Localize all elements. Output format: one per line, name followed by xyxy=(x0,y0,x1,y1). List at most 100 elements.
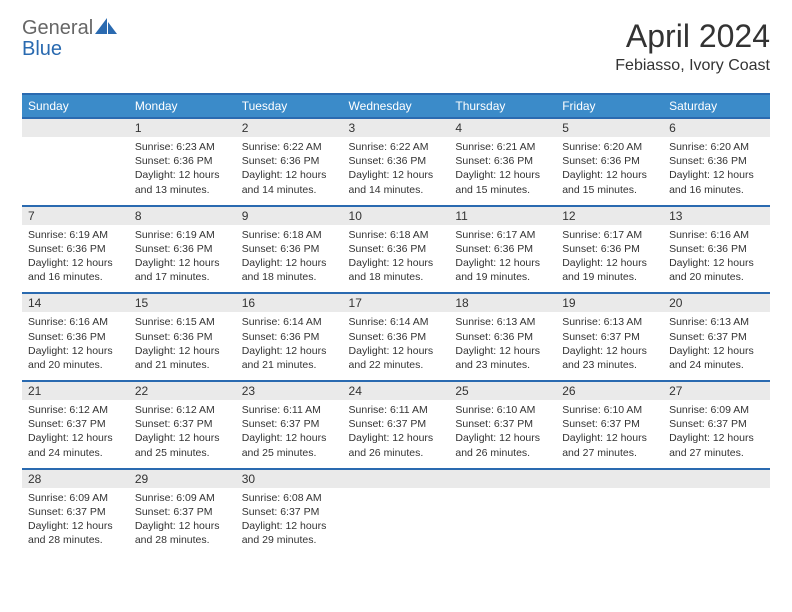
sunrise-line: Sunrise: 6:15 AM xyxy=(135,316,215,328)
sunset-line: Sunset: 6:36 PM xyxy=(562,155,640,167)
day-number-cell: 28 xyxy=(22,469,129,488)
logo-text-blue: Blue xyxy=(22,38,62,60)
location-label: Febiasso, Ivory Coast xyxy=(615,57,770,75)
day-detail-cell: Sunrise: 6:17 AMSunset: 6:36 PMDaylight:… xyxy=(556,225,663,294)
daylight-line: Daylight: 12 hours and 29 minutes. xyxy=(242,520,327,546)
day-detail-cell: Sunrise: 6:22 AMSunset: 6:36 PMDaylight:… xyxy=(236,137,343,206)
sunrise-line: Sunrise: 6:13 AM xyxy=(455,316,535,328)
daylight-line: Daylight: 12 hours and 27 minutes. xyxy=(669,432,754,458)
day-number-cell: 24 xyxy=(343,381,450,400)
day-number-cell: 1 xyxy=(129,118,236,137)
weekday-header: Wednesday xyxy=(343,94,450,118)
weekday-header: Thursday xyxy=(449,94,556,118)
sunset-line: Sunset: 6:36 PM xyxy=(455,331,533,343)
sunset-line: Sunset: 6:36 PM xyxy=(455,155,533,167)
weekday-header: Friday xyxy=(556,94,663,118)
sunrise-line: Sunrise: 6:10 AM xyxy=(562,404,642,416)
weekday-header: Sunday xyxy=(22,94,129,118)
sunset-line: Sunset: 6:36 PM xyxy=(28,331,106,343)
daylight-line: Daylight: 12 hours and 20 minutes. xyxy=(669,257,754,283)
sunrise-line: Sunrise: 6:13 AM xyxy=(562,316,642,328)
sunset-line: Sunset: 6:37 PM xyxy=(562,331,640,343)
day-detail-cell: Sunrise: 6:10 AMSunset: 6:37 PMDaylight:… xyxy=(556,400,663,469)
sunset-line: Sunset: 6:36 PM xyxy=(242,243,320,255)
sunset-line: Sunset: 6:36 PM xyxy=(562,243,640,255)
sunrise-line: Sunrise: 6:19 AM xyxy=(135,229,215,241)
daylight-line: Daylight: 12 hours and 14 minutes. xyxy=(242,169,327,195)
logo-text-general: General xyxy=(22,17,93,39)
calendar-table: SundayMondayTuesdayWednesdayThursdayFrid… xyxy=(22,93,770,555)
daylight-line: Daylight: 12 hours and 15 minutes. xyxy=(455,169,540,195)
day-detail-cell xyxy=(449,488,556,556)
sunrise-line: Sunrise: 6:14 AM xyxy=(349,316,429,328)
day-detail-row: Sunrise: 6:12 AM Sunset: 6:37 PM Daylight:… xyxy=(22,400,770,469)
sunrise-line: Sunrise: 6:09 AM xyxy=(135,492,215,504)
day-number-cell xyxy=(22,118,129,137)
day-number-row: 282930 xyxy=(22,469,770,488)
day-detail-cell: Sunrise: 6:20 AMSunset: 6:36 PMDaylight:… xyxy=(663,137,770,206)
day-detail-cell: Sunrise: 6:12 AMSunset: 6:37 PMDaylight:… xyxy=(129,400,236,469)
daylight-line: Daylight: 12 hours and 14 minutes. xyxy=(349,169,434,195)
sunrise-line: Sunrise: 6:17 AM xyxy=(455,229,535,241)
day-number-cell: 6 xyxy=(663,118,770,137)
day-detail-cell: Sunrise: 6:09 AMSunset: 6:37 PMDaylight:… xyxy=(663,400,770,469)
daylight-line: Daylight: 12 hours and 25 minutes. xyxy=(242,432,327,458)
daylight-line: Daylight: 12 hours and 23 minutes. xyxy=(455,345,540,371)
sunrise-line: Sunrise: 6:10 AM xyxy=(455,404,535,416)
day-number-cell xyxy=(663,469,770,488)
calendar-page: General Blue April 2024 Febiasso, Ivory … xyxy=(0,0,792,573)
sunset-line: Sunset: 6:37 PM xyxy=(135,506,213,518)
day-detail-cell: Sunrise: 6:13 AM Sunset: 6:36 PM Daylight:… xyxy=(449,312,556,381)
daylight-line: Daylight: 12 hours and 16 minutes. xyxy=(669,169,754,195)
day-number-row: 123456 xyxy=(22,118,770,137)
day-detail-cell: Sunrise: 6:17 AMSunset: 6:36 PMDaylight:… xyxy=(449,225,556,294)
sunrise-line: Sunrise: 6:22 AM xyxy=(242,141,322,153)
sunset-line: Sunset: 6:36 PM xyxy=(669,243,747,255)
day-detail-cell: Sunrise: 6:16 AMSunset: 6:36 PMDaylight:… xyxy=(22,312,129,381)
day-number-cell: 20 xyxy=(663,293,770,312)
daylight-line: Daylight: 12 hours and 28 minutes. xyxy=(28,520,113,546)
daylight-line: Daylight: 12 hours and 26 minutes. xyxy=(349,432,434,458)
daylight-line: Daylight: 12 hours and 24 minutes. xyxy=(28,432,113,458)
day-number-cell: 19 xyxy=(556,293,663,312)
day-number-cell: 12 xyxy=(556,206,663,225)
sunset-line: Sunset: 6:37 PM xyxy=(242,418,320,430)
day-number-cell: 29 xyxy=(129,469,236,488)
sunrise-line: Sunrise: 6:18 AM xyxy=(349,229,429,241)
day-detail-cell: Sunrise: 6:10 AMSunset: 6:37 PMDaylight:… xyxy=(449,400,556,469)
sunset-line: Sunset: 6:37 PM xyxy=(455,418,533,430)
daylight-line: Daylight: 12 hours and 15 minutes. xyxy=(562,169,647,195)
day-detail-cell: Sunrise: 6:13 AMSunset: 6:37 PMDaylight:… xyxy=(663,312,770,381)
page-header: General Blue April 2024 Febiasso, Ivory … xyxy=(22,18,770,75)
logo-sail-icon xyxy=(95,18,117,39)
sunset-line: Sunset: 6:37 PM xyxy=(669,331,747,343)
day-detail-cell xyxy=(556,488,663,556)
sunset-line: Sunset: 6:36 PM xyxy=(135,243,213,255)
day-number-cell: 9 xyxy=(236,206,343,225)
day-detail-cell xyxy=(343,488,450,556)
sunset-line: Sunset: 6:37 PM xyxy=(349,418,427,430)
weekday-header: Saturday xyxy=(663,94,770,118)
daylight-line: Daylight: 12 hours and 20 minutes. xyxy=(28,345,113,371)
day-detail-row: Sunrise: 6:16 AMSunset: 6:36 PMDaylight:… xyxy=(22,312,770,381)
sunset-line: Sunset: 6:36 PM xyxy=(349,243,427,255)
day-number-cell: 25 xyxy=(449,381,556,400)
daylight-line: Daylight: 12 hours and 13 minutes. xyxy=(135,169,220,195)
day-detail-cell: Sunrise: 6:14 AMSunset: 6:36 PMDaylight:… xyxy=(343,312,450,381)
day-detail-cell: Sunrise: 6:18 AMSunset: 6:36 PMDaylight:… xyxy=(236,225,343,294)
day-number-cell xyxy=(556,469,663,488)
day-number-cell: 21 xyxy=(22,381,129,400)
day-number-cell: 17 xyxy=(343,293,450,312)
daylight-line: Daylight: 12 hours and 16 minutes. xyxy=(28,257,113,283)
day-detail-cell: Sunrise: 6:23 AMSunset: 6:36 PMDaylight:… xyxy=(129,137,236,206)
day-number-cell: 27 xyxy=(663,381,770,400)
sunrise-line: Sunrise: 6:11 AM xyxy=(349,404,428,416)
sunrise-line: Sunrise: 6:16 AM xyxy=(669,229,749,241)
day-number-cell: 5 xyxy=(556,118,663,137)
day-detail-row: Sunrise: 6:09 AM Sunset: 6:37 PM Daylight:… xyxy=(22,488,770,556)
sunset-line: Sunset: 6:37 PM xyxy=(28,506,106,518)
sunrise-line: Sunrise: 6:12 AM xyxy=(28,404,108,416)
daylight-line: Daylight: 12 hours and 28 minutes. xyxy=(135,520,220,546)
sunrise-line: Sunrise: 6:21 AM xyxy=(455,141,535,153)
day-detail-cell: Sunrise: 6:11 AM Sunset: 6:37 PM Daylight:… xyxy=(343,400,450,469)
